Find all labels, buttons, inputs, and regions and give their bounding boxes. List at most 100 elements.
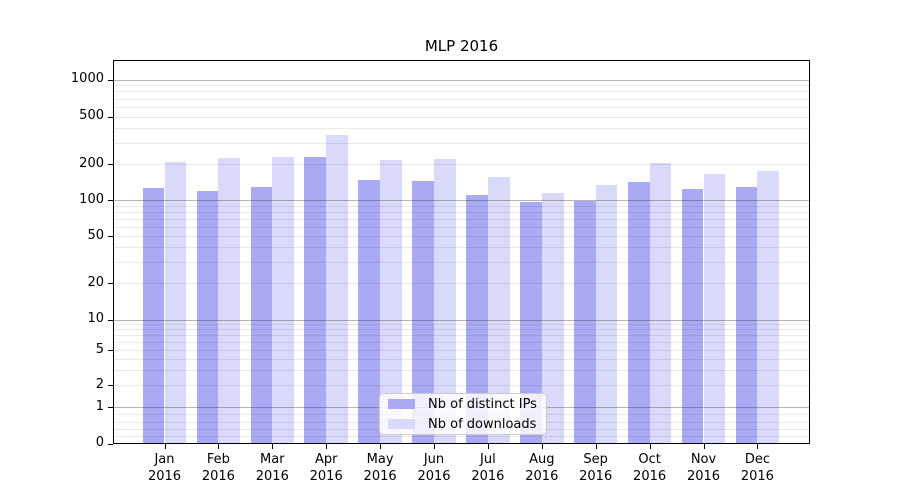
- gridline-minor: [114, 85, 809, 87]
- x-tick: [541, 444, 543, 449]
- y-tick-label: 1: [95, 398, 104, 414]
- x-tick: [595, 444, 597, 449]
- y-tick-label: 500: [79, 108, 104, 123]
- x-tick-label: Jun 2016: [417, 452, 451, 484]
- bar-oct-downloads: [649, 163, 672, 443]
- legend-swatch: [388, 399, 415, 409]
- gridline-minor: [114, 342, 809, 343]
- gridline-minor: [114, 116, 809, 118]
- x-tick-label: Aug 2016: [525, 452, 559, 484]
- x-tick: [757, 444, 759, 449]
- x-tick: [434, 444, 435, 449]
- x-tick: [218, 444, 220, 449]
- gridline-major: [114, 200, 809, 201]
- y-tick-label: 5: [95, 341, 104, 357]
- x-tick-label: May 2016: [363, 452, 397, 484]
- gridline-minor: [114, 236, 809, 237]
- y-tick-label: 200: [79, 155, 104, 171]
- legend: Nb of distinct IPs Nb of downloads: [379, 393, 547, 435]
- bar-dec-downloads: [757, 170, 780, 443]
- y-tick: [108, 200, 113, 201]
- x-tick-label: Jan 2016: [147, 452, 182, 484]
- gridline-minor: [114, 262, 809, 264]
- gridline-minor: [114, 369, 809, 371]
- y-tick-label: 0: [95, 435, 104, 450]
- bar-nov-downloads: [703, 174, 726, 443]
- x-tick: [649, 444, 651, 449]
- y-tick: [108, 443, 113, 445]
- y-tick-label: 100: [79, 191, 104, 207]
- bar-sep-ips: [573, 200, 596, 443]
- x-tick-label: Dec 2016: [740, 452, 774, 484]
- bar-oct-ips: [627, 182, 650, 443]
- y-tick: [108, 116, 113, 118]
- gridline-minor: [114, 205, 809, 207]
- gridline-minor: [114, 91, 809, 93]
- x-tick-label: Mar 2016: [255, 452, 289, 484]
- y-tick: [108, 407, 113, 408]
- gridline-minor: [114, 106, 809, 108]
- y-tick-label: 1000: [70, 71, 104, 86]
- x-tick: [487, 444, 489, 449]
- bar-aug-downloads: [541, 193, 564, 443]
- plot-area: [113, 60, 810, 444]
- x-tick: [164, 444, 166, 449]
- x-tick-label: Jul 2016: [471, 452, 505, 484]
- legend-label: Nb of distinct IPs: [428, 396, 537, 412]
- chart-title: MLP 2016: [424, 37, 499, 55]
- y-tick: [108, 319, 113, 321]
- bar-may-downloads: [380, 160, 402, 443]
- gridline-minor: [114, 324, 809, 326]
- y-tick: [108, 350, 113, 351]
- bar-jun-downloads: [434, 158, 456, 443]
- bar-apr-downloads: [326, 135, 348, 443]
- gridline-minor: [114, 143, 809, 144]
- bar-jul-downloads: [487, 177, 510, 443]
- bar-dec-ips: [735, 187, 758, 443]
- gridline-minor: [114, 128, 809, 130]
- x-tick: [703, 444, 705, 449]
- bar-sep-downloads: [595, 184, 618, 443]
- gridline-minor: [114, 350, 809, 351]
- y-tick: [108, 236, 113, 237]
- y-tick: [108, 79, 113, 81]
- gridline-minor: [114, 218, 809, 220]
- y-tick: [108, 385, 113, 386]
- bar-nov-ips: [681, 189, 704, 443]
- bar-jul-ips: [466, 195, 488, 443]
- x-tick-label: Oct 2016: [633, 452, 667, 484]
- gridline-minor: [114, 385, 809, 386]
- legend-row: Nb of distinct IPs: [380, 394, 546, 414]
- x-tick: [272, 444, 274, 449]
- gridline-major: [114, 319, 809, 321]
- bar-apr-ips: [304, 157, 327, 443]
- bar-mar-ips: [250, 187, 273, 443]
- x-tick: [326, 444, 328, 449]
- y-tick-label: 2: [95, 376, 104, 392]
- x-tick: [380, 444, 382, 449]
- legend-row: Nb of downloads: [380, 414, 546, 434]
- gridline-minor: [114, 358, 809, 360]
- gridline-minor: [114, 98, 809, 100]
- bar-jan-ips: [142, 188, 165, 443]
- gridline-minor: [114, 247, 809, 249]
- y-tick-label: 10: [87, 311, 104, 326]
- gridline-minor: [114, 211, 809, 213]
- legend-label: Nb of downloads: [428, 416, 537, 432]
- bar-aug-ips: [520, 201, 542, 443]
- y-tick: [108, 164, 113, 165]
- gridline-minor: [114, 329, 809, 331]
- bar-jan-downloads: [164, 161, 187, 443]
- gridline-minor: [114, 226, 809, 228]
- bar-feb-ips: [196, 190, 219, 443]
- bar-mar-downloads: [272, 157, 295, 443]
- gridline-minor: [114, 283, 809, 284]
- x-tick-label: Feb 2016: [201, 452, 235, 484]
- gridline-minor: [114, 335, 809, 337]
- y-tick-label: 20: [87, 274, 104, 290]
- x-tick-label: Sep 2016: [579, 452, 613, 484]
- legend-swatch: [388, 419, 415, 429]
- gridline-major: [114, 79, 809, 81]
- y-tick-label: 50: [87, 227, 104, 243]
- bar-may-ips: [358, 180, 381, 443]
